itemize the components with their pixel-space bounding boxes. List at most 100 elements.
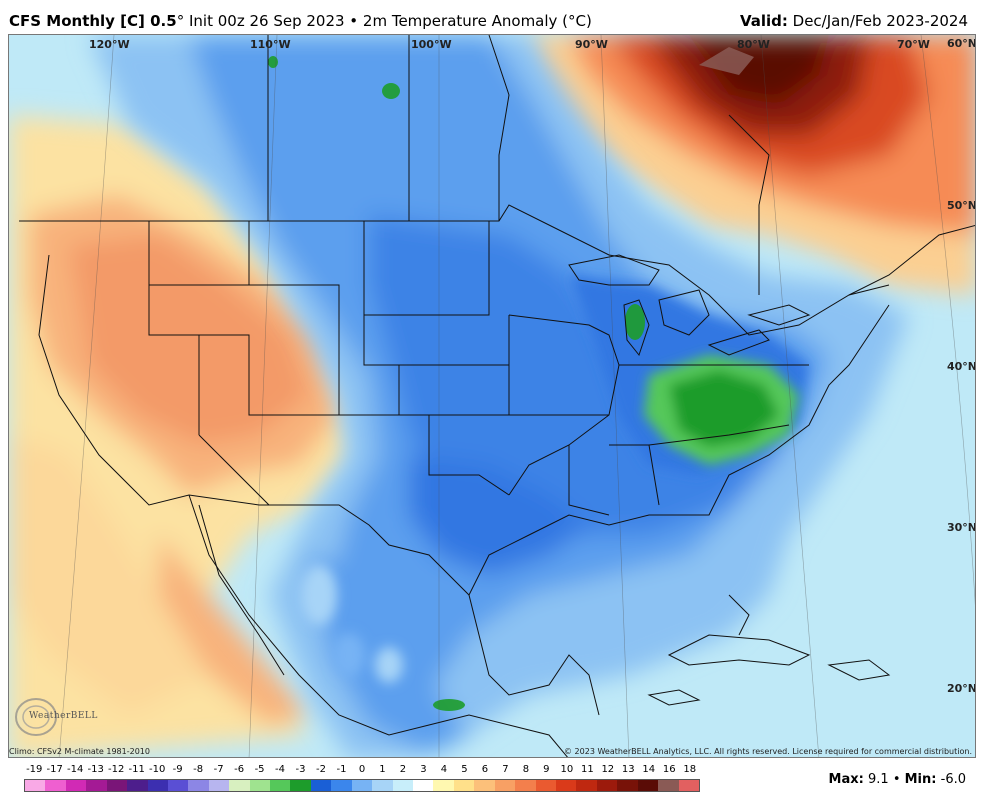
- legend-swatch: [25, 780, 46, 791]
- color-legend: -19 -17 -14 -13 -12 -11 -10 -9 -8 -7 -6 -5 -4 -3 -2 -1 0…: [24, 764, 714, 794]
- legend-swatch: [555, 780, 577, 791]
- lat-label-40n: 40°N: [947, 360, 976, 373]
- lon-label-90w: 90°W: [575, 38, 608, 51]
- max-label: Max:: [828, 772, 864, 787]
- legend-swatch: [270, 780, 291, 791]
- cold-core-dakotas: [382, 83, 400, 99]
- max-value: 9.1: [867, 772, 889, 787]
- legend-tick-label: -2: [316, 764, 327, 775]
- legend-swatch: [596, 780, 618, 791]
- legend-swatch: [617, 780, 638, 791]
- legend-tick-label: -13: [87, 764, 104, 775]
- legend-tick-label: -4: [275, 764, 286, 775]
- warm-anomaly-canada: [529, 35, 975, 295]
- legend-tick-label: -11: [128, 764, 145, 775]
- legend-swatch: [188, 780, 209, 791]
- legend-swatch: [453, 780, 475, 791]
- legend-swatch: [658, 780, 679, 791]
- legend-tick-label: 0: [358, 764, 366, 775]
- legend-tick-label: -7: [213, 764, 224, 775]
- lon-label-70w: 70°W: [897, 38, 930, 51]
- legend-swatch: [372, 780, 393, 791]
- legend-swatch: [678, 780, 699, 791]
- logo-swirl-icon: [15, 698, 57, 736]
- valid-label: Valid:: [739, 12, 788, 30]
- stat-separator: •: [892, 772, 901, 787]
- legend-tick-label: 3: [420, 764, 427, 775]
- min-value: -6.0: [940, 772, 966, 787]
- chart-header: CFS Monthly [C] 0.5° Init 00z 26 Sep 202…: [0, 0, 984, 34]
- legend-tick-label: 6: [481, 764, 489, 775]
- lat-label-50n: 50°N: [947, 199, 976, 212]
- legend-tick-label: 12: [601, 764, 615, 775]
- legend-tick-label: 16: [662, 764, 676, 775]
- valid-value: Dec/Jan/Feb 2023-2024: [792, 12, 968, 30]
- legend-tick-label: -6: [234, 764, 245, 775]
- legend-tick-label: 1: [379, 764, 386, 775]
- legend-swatch: [147, 780, 168, 791]
- cold-core-mexico: [433, 699, 465, 711]
- legend-tick-label: 9: [543, 764, 550, 775]
- legend-swatch: [413, 780, 434, 791]
- chart-title: CFS Monthly [C] 0.5° Init 00z 26 Sep 202…: [9, 12, 592, 30]
- weatherbell-logo: WeatherBELL: [12, 695, 98, 741]
- lon-label-110w: 110°W: [250, 38, 291, 51]
- map-svg: 120°W 110°W 100°W 90°W 80°W 70°W 60°N 50…: [9, 35, 976, 757]
- legend-tick-label: 5: [461, 764, 468, 775]
- lat-label-20n: 20°N: [947, 682, 976, 695]
- legend-swatch: [433, 780, 454, 791]
- legend-swatch: [229, 780, 250, 791]
- legend-swatch: [45, 780, 66, 791]
- anomaly-map: 120°W 110°W 100°W 90°W 80°W 70°W 60°N 50…: [8, 34, 976, 758]
- legend-tick-label: 8: [522, 764, 530, 775]
- legend-tick-label: 13: [621, 764, 635, 775]
- legend-swatch: [515, 780, 536, 791]
- lon-label-100w: 100°W: [411, 38, 452, 51]
- legend-swatch: [208, 780, 230, 791]
- legend-tick-label: -1: [336, 764, 347, 775]
- legend-tick-label: -12: [108, 764, 125, 775]
- legend-tick-label: -17: [46, 764, 63, 775]
- cool-anomaly-mexico: [301, 565, 403, 683]
- init-info: Init 00z 26 Sep 2023 • 2m Temperature An…: [188, 12, 592, 30]
- peak-warm-core: [699, 47, 754, 75]
- legend-swatch: [351, 780, 373, 791]
- legend-tick-label: -19: [26, 764, 43, 775]
- legend-colorbar: [24, 779, 700, 792]
- lon-label-80w: 80°W: [737, 38, 770, 51]
- legend-swatch: [494, 780, 516, 791]
- lat-label-60n: 60°N: [947, 37, 976, 50]
- legend-tick-label: 7: [502, 764, 509, 775]
- legend-swatch: [637, 780, 659, 791]
- legend-tick-label: 14: [642, 764, 656, 775]
- political-borders: [19, 35, 975, 596]
- legend-swatch: [106, 780, 128, 791]
- legend-tick-label: -5: [254, 764, 265, 775]
- legend-tick-label: 10: [560, 764, 574, 775]
- legend-tick-label: 18: [683, 764, 697, 775]
- legend-tick-label: 2: [399, 764, 407, 775]
- lon-label-120w: 120°W: [89, 38, 130, 51]
- legend-tick-label: 4: [440, 764, 448, 775]
- legend-swatch: [392, 780, 414, 791]
- great-lakes: [568, 254, 811, 357]
- copyright-note: © 2023 WeatherBELL Analytics, LLC. All r…: [564, 747, 972, 756]
- legend-swatch: [65, 780, 87, 791]
- strong-cold-core-ohio-valley: [644, 355, 799, 465]
- legend-swatch: [86, 780, 107, 791]
- min-label: Min:: [904, 772, 937, 787]
- logo-text: WeatherBELL: [29, 711, 98, 721]
- cold-core-montana: [268, 56, 278, 68]
- legend-tick-label: -10: [148, 764, 166, 775]
- legend-swatch: [167, 780, 189, 791]
- legend-swatch: [474, 780, 495, 791]
- legend-tick-label: -8: [193, 764, 204, 775]
- model-name: CFS Monthly [C] 0.5: [9, 12, 177, 30]
- legend-swatch: [535, 780, 556, 791]
- valid-period: Valid: Dec/Jan/Feb 2023-2024: [740, 12, 968, 30]
- lat-label-30n: 30°N: [947, 521, 976, 534]
- legend-tick-label: 11: [580, 764, 594, 775]
- degree-mark: °: [176, 12, 185, 30]
- climo-note: Climo: CFSv2 M-climate 1981-2010: [9, 747, 150, 756]
- latitude-labels: 60°N 50°N 40°N 30°N 20°N: [947, 37, 976, 695]
